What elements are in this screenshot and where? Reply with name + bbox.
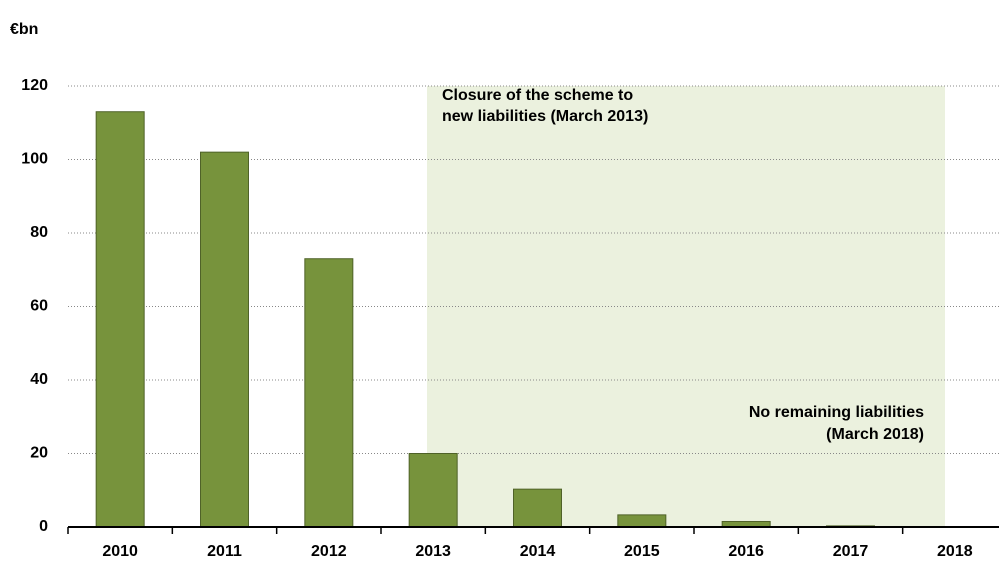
x-tick-label: 2014 [520, 543, 556, 560]
bar [95, 111, 145, 528]
bar [617, 514, 667, 528]
y-unit-label: €bn [10, 21, 38, 38]
annotation: No remaining liabilities [749, 404, 924, 421]
y-tick-label: 100 [21, 151, 48, 168]
y-tick-label: 20 [30, 445, 48, 462]
bar [513, 488, 562, 528]
annotation: new liabilities (March 2013) [442, 108, 648, 125]
annotation: (March 2018) [826, 426, 924, 443]
bar [200, 151, 249, 528]
y-tick-label: 0 [39, 518, 48, 535]
annotation: Closure of the scheme to [442, 87, 633, 104]
x-tick-label: 2010 [102, 543, 138, 560]
y-tick-label: 60 [30, 298, 48, 315]
y-tick-label: 40 [30, 371, 48, 388]
x-tick-label: 2016 [728, 543, 764, 560]
y-tick-label: 120 [21, 77, 48, 94]
x-tick-label: 2013 [415, 543, 451, 560]
bar [408, 453, 458, 528]
bar [304, 258, 354, 528]
x-tick-label: 2011 [207, 543, 242, 560]
x-tick-label: 2017 [833, 543, 869, 560]
x-tick-label: 2018 [937, 543, 973, 560]
x-tick-label: 2012 [311, 543, 347, 560]
x-tick-label: 2015 [624, 543, 660, 560]
y-tick-label: 80 [30, 224, 48, 241]
